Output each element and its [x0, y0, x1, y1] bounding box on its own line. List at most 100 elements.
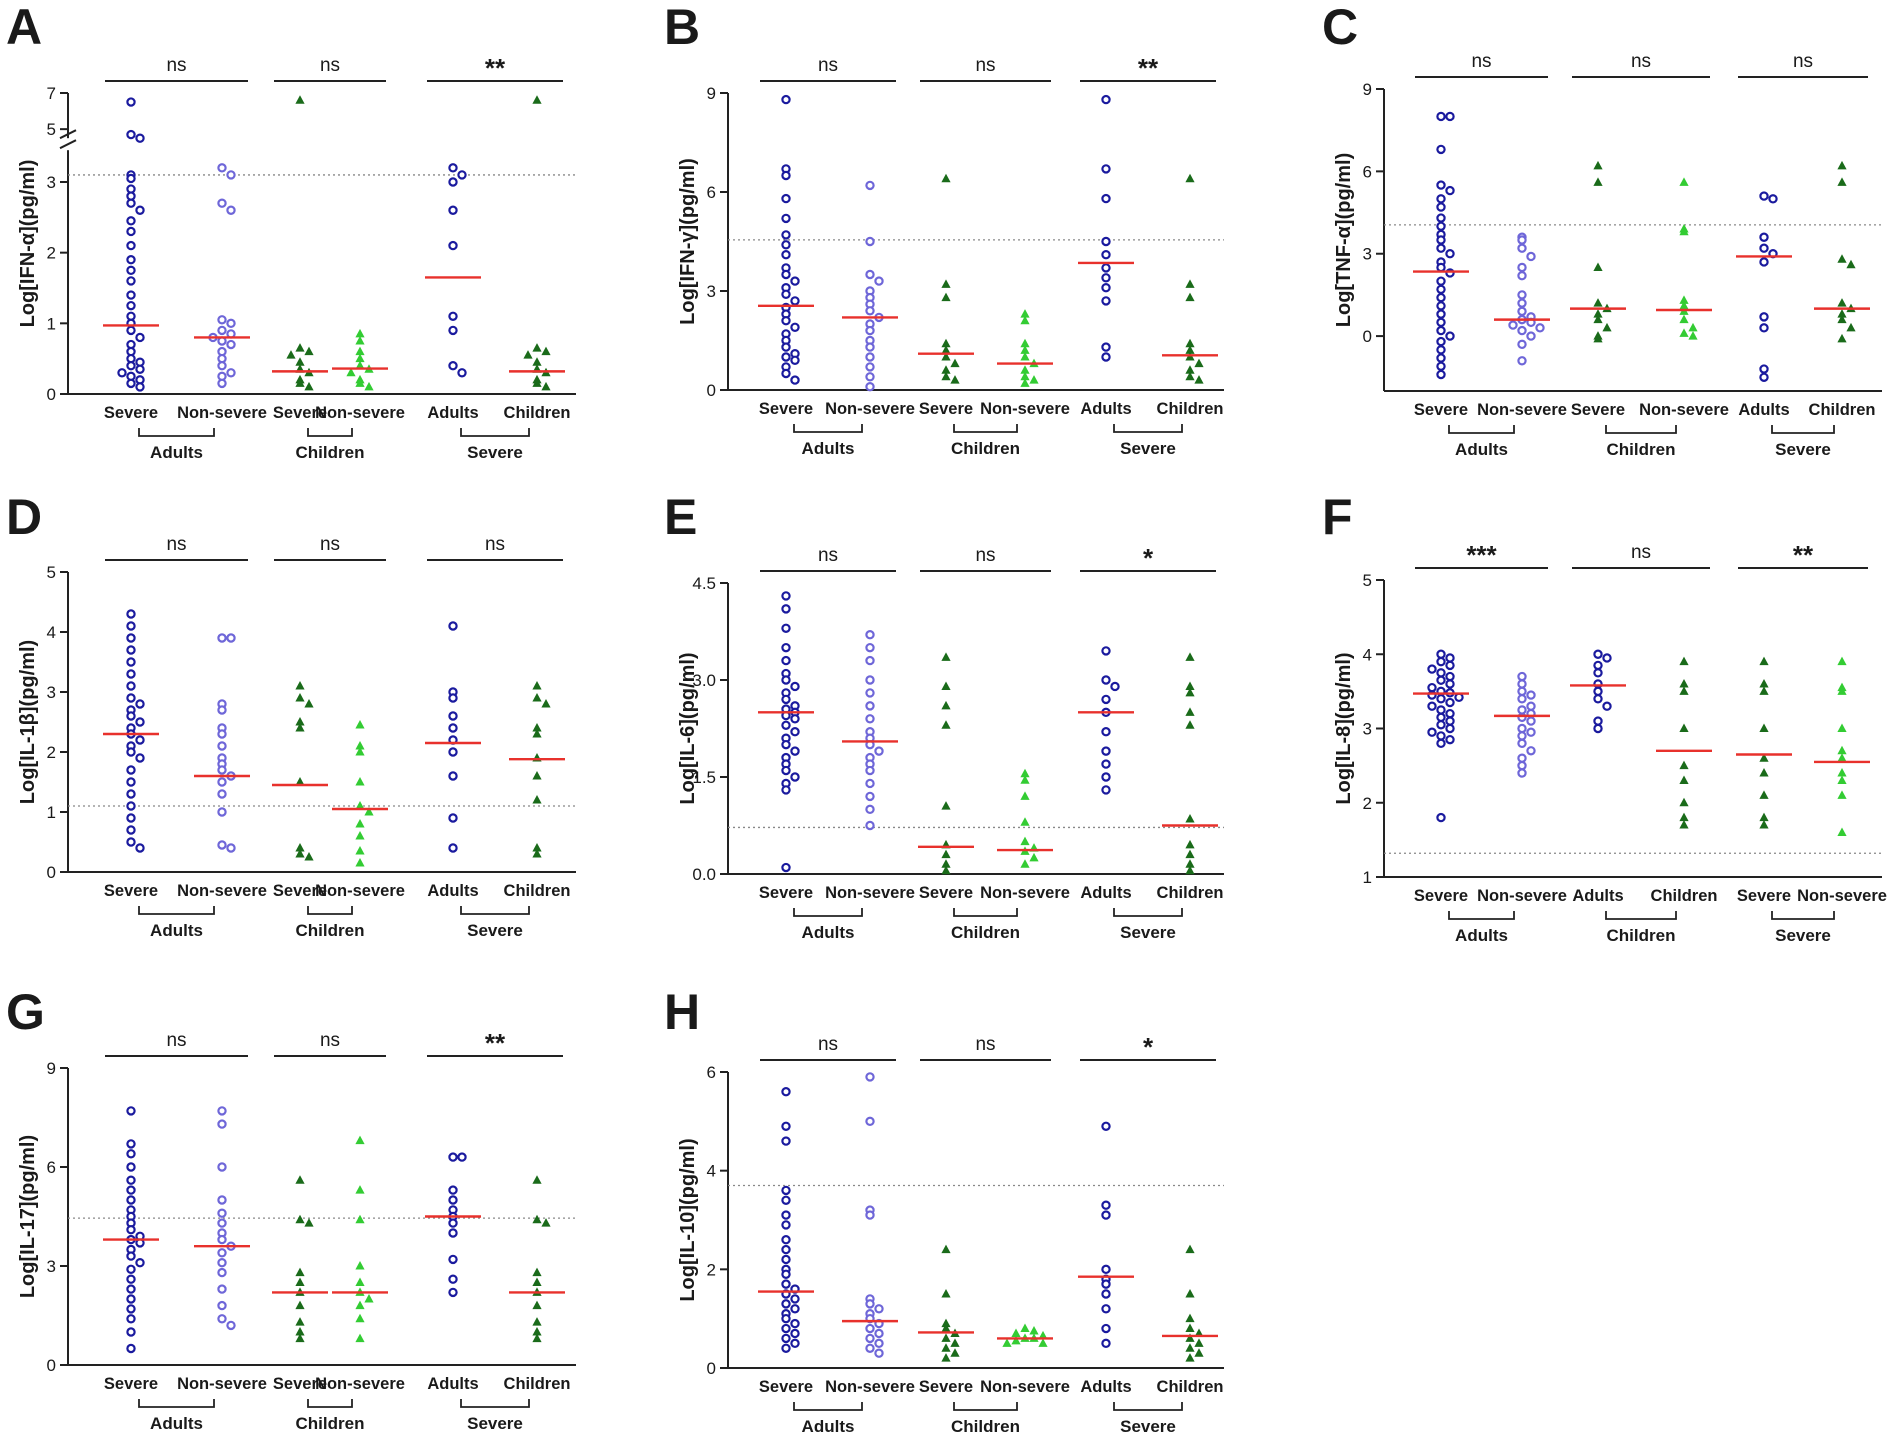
data-point	[541, 381, 551, 391]
data-point	[1535, 323, 1545, 333]
data-point	[448, 1152, 458, 1162]
data-point	[1837, 333, 1847, 343]
data-point	[1020, 338, 1030, 348]
panel-letter: E	[664, 489, 697, 545]
data-point	[865, 778, 875, 789]
data-point	[865, 675, 875, 685]
data-point	[295, 1300, 305, 1310]
data-point	[790, 1294, 800, 1304]
data-point	[781, 642, 791, 653]
data-point	[126, 300, 136, 311]
data-point	[1593, 298, 1603, 307]
data-point	[217, 1300, 227, 1311]
category-label: Severe	[273, 1375, 327, 1393]
data-point	[1526, 251, 1536, 262]
data-point	[541, 1218, 551, 1227]
data-point	[355, 1333, 365, 1343]
y-tick-label: 0	[1363, 327, 1372, 346]
data-point	[1436, 284, 1446, 295]
data-point	[790, 322, 800, 332]
data-point	[304, 346, 314, 356]
data-point	[126, 1314, 136, 1324]
data-point	[1517, 325, 1527, 336]
data-point	[217, 1208, 227, 1218]
data-point	[532, 378, 542, 387]
data-point	[217, 1284, 227, 1294]
data-point	[217, 1234, 227, 1245]
data-point	[126, 609, 136, 619]
data-point	[1593, 177, 1603, 186]
data-point	[1185, 292, 1195, 302]
category-label: Non-severe	[1639, 401, 1729, 419]
data-point	[781, 623, 791, 633]
data-point	[1101, 1323, 1111, 1334]
data-point	[346, 367, 356, 377]
data-point	[1101, 746, 1111, 756]
data-point	[941, 371, 951, 381]
data-point	[1517, 731, 1527, 741]
data-point	[1679, 797, 1689, 807]
data-point	[1436, 111, 1446, 122]
data-point	[448, 723, 458, 733]
data-point	[355, 1185, 365, 1194]
group-label: Adults	[1455, 926, 1508, 945]
data-point	[355, 747, 365, 756]
group-bracket	[793, 1402, 863, 1411]
category-label: Children	[1157, 400, 1224, 418]
group-label: Severe	[467, 443, 523, 462]
y-tick-label: 9	[707, 84, 716, 103]
data-point	[781, 368, 791, 379]
data-point	[865, 180, 875, 191]
group-bracket	[953, 424, 1018, 433]
data-point	[448, 1195, 458, 1205]
data-point	[448, 621, 458, 631]
category-label: Adults	[1572, 887, 1623, 905]
y-tick-label: 6	[707, 183, 716, 202]
data-point	[1436, 649, 1446, 659]
group-label: Children	[951, 923, 1020, 942]
category-label: Children	[504, 1375, 571, 1393]
data-point	[781, 230, 791, 240]
data-point	[355, 346, 365, 356]
data-point	[1185, 371, 1195, 381]
data-point	[1759, 753, 1769, 762]
data-point	[1436, 213, 1446, 223]
data-point	[941, 720, 951, 729]
data-point	[532, 1175, 542, 1184]
group-bracket	[460, 906, 530, 915]
data-point	[1436, 656, 1446, 667]
y-tick-label: 2	[1363, 794, 1372, 813]
category-label: Non-severe	[315, 404, 405, 422]
category-label: Non-severe	[980, 884, 1070, 902]
data-point	[355, 1214, 365, 1224]
data-point	[1436, 369, 1446, 380]
significance-label: **	[1793, 540, 1814, 570]
data-point	[217, 1267, 227, 1278]
panel-letter: D	[6, 489, 42, 545]
data-point	[532, 1267, 542, 1277]
category-label: Children	[1157, 1378, 1224, 1396]
data-point	[295, 1175, 305, 1184]
category-label: Non-severe	[1797, 887, 1887, 905]
data-point	[1445, 716, 1455, 726]
data-point	[1185, 338, 1195, 348]
group-bracket	[138, 1399, 215, 1408]
data-point	[1593, 686, 1603, 697]
y-tick-label: 3	[1363, 245, 1372, 264]
data-point	[781, 1333, 791, 1344]
group-bracket	[307, 906, 353, 915]
data-point	[1526, 701, 1536, 711]
data-point	[126, 1294, 136, 1304]
data-point	[448, 361, 458, 371]
data-point	[457, 368, 467, 378]
data-point	[1445, 111, 1455, 122]
data-point	[217, 1314, 227, 1324]
data-point	[355, 328, 365, 338]
data-point	[304, 381, 314, 391]
data-point	[217, 325, 227, 336]
data-point	[1679, 300, 1689, 310]
data-point	[941, 1318, 951, 1328]
data-point	[865, 325, 875, 336]
data-point	[865, 714, 875, 724]
